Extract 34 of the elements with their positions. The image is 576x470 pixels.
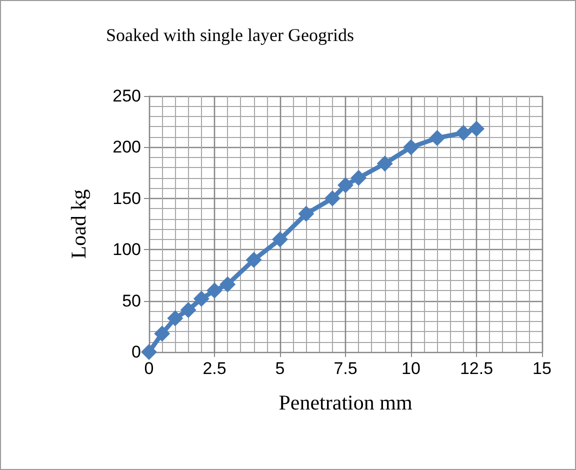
y-tick-label: 50 — [122, 291, 141, 310]
point — [246, 252, 262, 268]
point — [468, 120, 484, 137]
x-tick-label: 0 — [144, 359, 154, 378]
y-tick-label: 200 — [112, 138, 141, 157]
point — [324, 190, 340, 206]
point — [272, 231, 288, 248]
point — [220, 276, 236, 292]
point — [298, 206, 314, 222]
x-axis-title: Penetration mm — [278, 390, 412, 414]
y-tick-label: 100 — [112, 240, 141, 260]
point — [206, 282, 222, 299]
x-tick-label: 15 — [532, 359, 552, 378]
point — [376, 156, 393, 172]
y-tick-label: 0 — [132, 342, 141, 362]
x-tick-label: 12.5 — [460, 359, 494, 378]
y-axis-title: Load kg — [66, 188, 90, 259]
y-tick-label: 150 — [112, 188, 141, 208]
x-tick-label: 7.5 — [334, 359, 358, 378]
point — [350, 170, 367, 186]
y-tick-label: 250 — [112, 86, 141, 106]
point — [141, 344, 157, 360]
point — [455, 124, 472, 141]
point — [338, 177, 354, 194]
point — [180, 302, 196, 318]
x-tick-label: 10 — [402, 359, 420, 378]
point — [193, 290, 210, 307]
point — [167, 310, 184, 326]
point — [154, 326, 170, 342]
x-tick-label: 5 — [275, 359, 285, 378]
point — [429, 130, 446, 146]
chart-title: Soaked with single layer Geogrids — [106, 25, 354, 45]
x-tick-label: 2.5 — [202, 359, 226, 378]
point — [403, 139, 419, 156]
